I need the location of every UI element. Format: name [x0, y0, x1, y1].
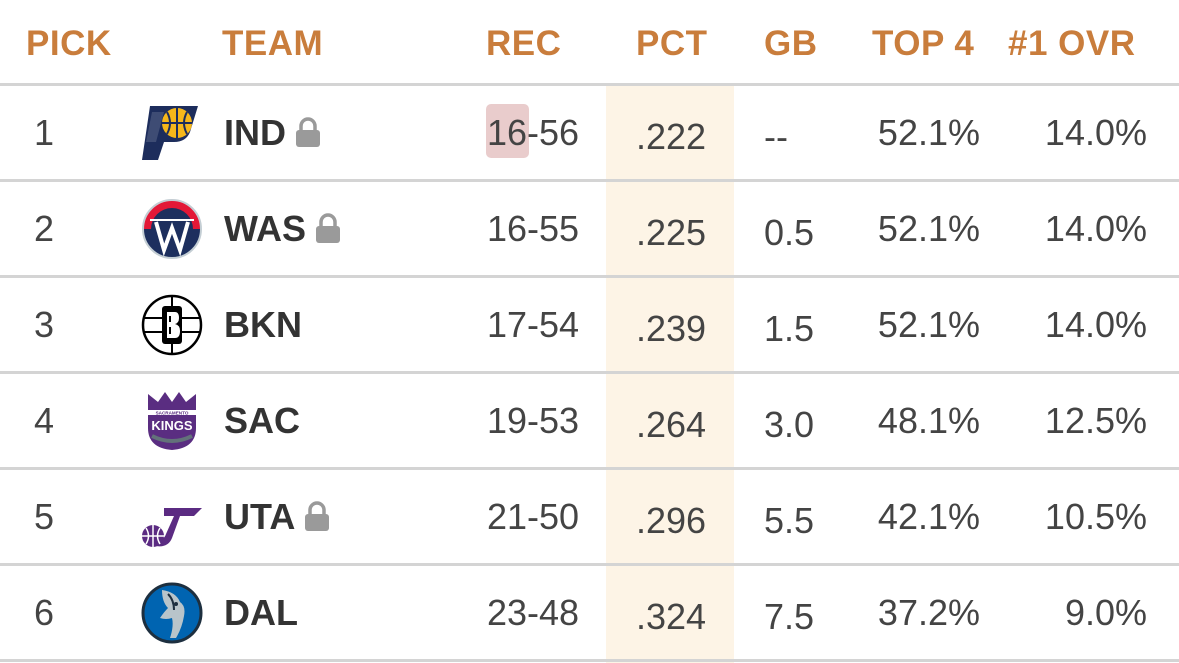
table-row: 4 SACRAMENTO KINGS SAC 19-53 .264 3.0 48…	[0, 374, 1179, 467]
win-pct: .264	[636, 404, 707, 445]
first-overall-odds: 9.0%	[1064, 592, 1147, 633]
lock-icon	[316, 213, 341, 244]
row-divider	[0, 563, 1179, 566]
table-row: 1 IND 16-56 .222 -- 52.1% 14.0%	[0, 86, 1179, 179]
games-back: --	[764, 116, 788, 157]
header-pick: PICK	[26, 24, 112, 63]
team-abbr: WAS	[224, 208, 307, 249]
pick-number: 1	[34, 112, 55, 153]
svg-text:SACRAMENTO: SACRAMENTO	[156, 411, 189, 416]
mavericks-logo	[141, 582, 203, 644]
first-overall-odds: 14.0%	[1044, 304, 1147, 345]
header-team: TEAM	[222, 24, 324, 63]
pick-number: 6	[34, 592, 55, 633]
nets-logo	[141, 294, 203, 356]
team-cell: WAS	[224, 208, 342, 250]
table-header: PICK TEAM REC PCT GB TOP 4 #1 OVR	[0, 0, 1179, 84]
team-abbr: UTA	[224, 496, 296, 537]
win-pct: .296	[636, 500, 707, 541]
games-back: 0.5	[764, 212, 815, 253]
row-divider	[0, 467, 1179, 470]
team-cell: SAC	[224, 400, 300, 442]
header-top4: TOP 4	[872, 24, 975, 63]
pick-number: 4	[34, 400, 55, 441]
table-row: 2 WAS 16-55 .225 0.5 52.1% 14.0%	[0, 182, 1179, 275]
wizards-logo	[142, 199, 202, 259]
lock-icon	[296, 117, 320, 148]
games-back: 3.0	[764, 404, 815, 445]
top4-odds: 52.1%	[877, 112, 980, 153]
table-row: 6 DAL 23-48 .324 7.5 37.2% 9.0%	[0, 566, 1179, 659]
top4-odds: 42.1%	[877, 496, 980, 537]
record: 16-55	[487, 208, 580, 249]
record-highlight	[486, 104, 529, 158]
win-pct: .222	[636, 116, 707, 157]
record: 17-54	[487, 304, 580, 345]
table-row: 5 UTA 21-50 .296 5.5 42.1% 10.5%	[0, 470, 1179, 563]
pick-number: 5	[34, 496, 55, 537]
team-abbr: IND	[224, 112, 286, 153]
first-overall-odds: 14.0%	[1044, 112, 1147, 153]
header-divider	[0, 83, 1179, 86]
games-back: 5.5	[764, 500, 815, 541]
win-pct: .239	[636, 308, 707, 349]
record: 16-56	[487, 112, 580, 153]
pct-column-highlight	[606, 86, 734, 663]
row-divider	[0, 275, 1179, 278]
header-rec: REC	[486, 24, 562, 63]
win-pct: .324	[636, 596, 707, 637]
team-abbr: DAL	[224, 592, 298, 633]
top4-odds: 48.1%	[877, 400, 980, 441]
first-overall-odds: 14.0%	[1044, 208, 1147, 249]
games-back: 7.5	[764, 596, 815, 637]
team-cell: UTA	[224, 496, 331, 538]
record: 23-48	[487, 592, 580, 633]
lock-icon	[305, 501, 330, 532]
svg-text:KINGS: KINGS	[151, 418, 193, 433]
top4-odds: 52.1%	[877, 208, 980, 249]
team-cell: IND	[224, 112, 322, 154]
first-overall-odds: 10.5%	[1044, 496, 1147, 537]
pick-number: 2	[34, 208, 55, 249]
pacers-logo	[142, 106, 198, 160]
header-gb: GB	[764, 24, 818, 63]
top4-odds: 37.2%	[877, 592, 980, 633]
row-divider	[0, 659, 1179, 662]
table-row: 3 BKN 17-54 .239 1.5 52.1% 14.0%	[0, 278, 1179, 371]
team-abbr: SAC	[224, 400, 301, 441]
win-pct: .225	[636, 212, 707, 253]
team-cell: DAL	[224, 592, 298, 634]
first-overall-odds: 12.5%	[1044, 400, 1147, 441]
row-divider	[0, 179, 1179, 182]
record: 19-53	[487, 400, 580, 441]
team-abbr: BKN	[224, 304, 302, 345]
kings-logo: SACRAMENTO KINGS	[148, 392, 196, 450]
games-back: 1.5	[764, 308, 815, 349]
row-divider	[0, 371, 1179, 374]
top4-odds: 52.1%	[877, 304, 980, 345]
pick-number: 3	[34, 304, 55, 345]
team-cell: BKN	[224, 304, 302, 346]
record: 21-50	[487, 496, 580, 537]
header-ovr: #1 OVR	[1008, 24, 1136, 63]
header-pct: PCT	[636, 24, 708, 63]
jazz-logo	[142, 508, 202, 547]
